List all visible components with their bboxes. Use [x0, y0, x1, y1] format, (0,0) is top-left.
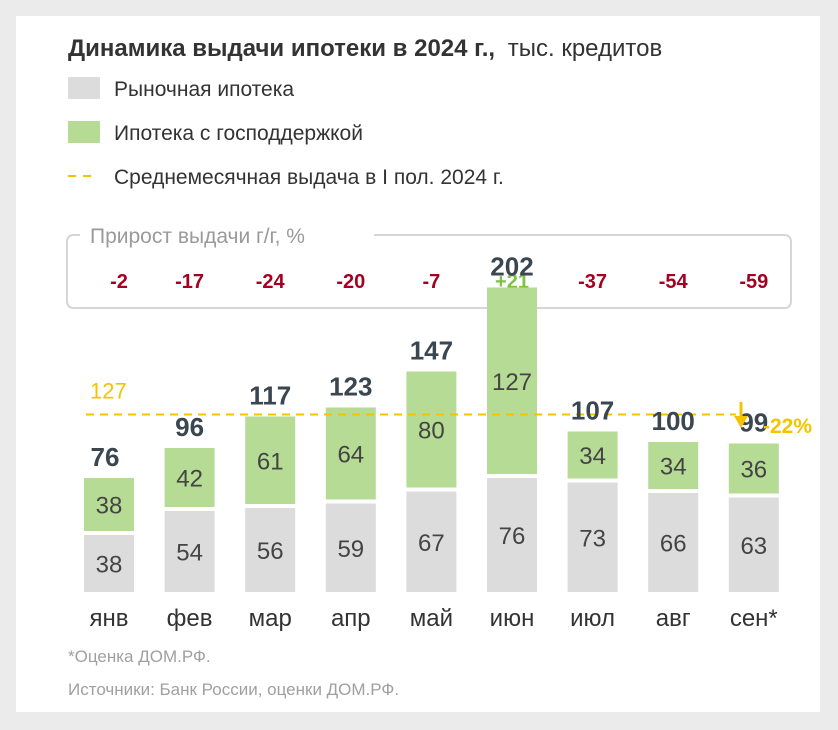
yoy-value: -20 — [336, 271, 365, 293]
x-tick-label: янв — [90, 605, 129, 632]
annotation-label: -22% — [763, 415, 812, 438]
chart-card: Динамика выдачи ипотеки в 2024 г., тыс. … — [16, 16, 820, 712]
bar-market — [245, 508, 296, 592]
x-axis-labels: янв фев мар апр май июн июл авг сен* — [90, 605, 778, 632]
yoy-box: Прирост выдачи г/г, % -2 -17 -24 -20 -7 +21 -3… — [66, 225, 792, 309]
x-tick-label: сен* — [730, 605, 778, 632]
bar-market-label: 67 — [418, 530, 445, 557]
bar-market — [84, 535, 134, 592]
bar-subsidized-label: 34 — [579, 443, 606, 470]
yoy-value: -54 — [659, 271, 689, 293]
average-line-label: 127 — [90, 379, 127, 404]
x-tick-label: апр — [331, 605, 371, 632]
bar-market — [728, 497, 779, 592]
bar-market-label: 54 — [176, 540, 203, 567]
bar-subsidized-label: 38 — [96, 493, 123, 520]
bar-market-label: 56 — [257, 538, 284, 565]
bar-subsidized-label: 36 — [740, 457, 767, 484]
chart-title: Динамика выдачи ипотеки в 2024 г., тыс. … — [68, 35, 662, 62]
bar-total-label: 107 — [571, 396, 614, 426]
bar-market-label: 38 — [96, 552, 123, 579]
bar-market — [648, 493, 699, 592]
yoy-value: -2 — [110, 271, 128, 293]
bar-total-label: 147 — [410, 336, 453, 366]
bar-subsidized — [487, 287, 537, 474]
bar-market-label: 73 — [579, 525, 606, 552]
bar-subsidized — [164, 448, 215, 507]
yoy-value: -37 — [578, 271, 607, 293]
x-tick-label: май — [410, 605, 453, 632]
bar-market-label: 63 — [740, 533, 767, 560]
bar-market — [406, 491, 457, 592]
x-tick-label: июл — [570, 605, 615, 632]
bar-market-label: 66 — [660, 531, 687, 558]
x-tick-label: мар — [249, 605, 292, 632]
chart-title-unit: тыс. кредитов — [508, 35, 662, 62]
decline-annotation: -22% — [734, 402, 812, 438]
x-tick-label: авг — [656, 605, 691, 632]
bar-subsidized — [567, 431, 618, 479]
yoy-box-border — [66, 234, 792, 309]
annotation-arrow-icon — [734, 416, 748, 428]
bar-subsidized — [325, 407, 376, 500]
bar-subsidized — [406, 371, 457, 488]
bar-total-label: 117 — [249, 381, 291, 411]
bar-subsidized-label: 34 — [660, 454, 687, 481]
bar-subsidized-label: 61 — [257, 448, 284, 475]
legend-label-subsidized: Ипотека с господдержкой — [114, 122, 363, 145]
bars: 38 38 54 42 56 61 59 64 67 80 76 127 73 34 66 34 63 36 — [84, 287, 779, 592]
bar-market-label: 59 — [337, 536, 364, 563]
bar-market — [325, 503, 376, 592]
legend: Рыночная ипотека Ипотека с господдержкой… — [68, 77, 504, 189]
bar-total-label: 100 — [652, 406, 695, 436]
bar-total-label: 202 — [490, 252, 533, 282]
source-note: Источники: Банк России, оценки ДОМ.РФ. — [68, 680, 399, 699]
yoy-value: -59 — [739, 271, 768, 293]
bar-market-label: 76 — [499, 523, 526, 550]
bar-subsidized — [648, 442, 699, 489]
x-tick-label: июн — [490, 605, 535, 632]
yoy-value: -17 — [175, 271, 204, 293]
legend-swatch-subsidized — [68, 121, 100, 143]
bar-subsidized-label: 127 — [492, 369, 532, 396]
x-tick-label: фев — [167, 605, 213, 632]
bar-subsidized — [84, 478, 134, 531]
footnote: *Оценка ДОМ.РФ. — [68, 647, 211, 666]
bar-market — [567, 482, 618, 592]
legend-swatch-market — [68, 77, 100, 99]
bar-total-label: 96 — [175, 412, 204, 442]
chart-title-main: Динамика выдачи ипотеки в 2024 г., — [68, 35, 495, 62]
bar-total-label: 76 — [91, 442, 120, 472]
legend-label-market: Рыночная ипотека — [114, 78, 294, 101]
average-line-group: 127 — [86, 379, 736, 416]
legend-label-average: Среднемесячная выдача в I пол. 2024 г. — [114, 166, 504, 189]
bar-subsidized-label: 80 — [418, 418, 445, 445]
chart: Динамика выдачи ипотеки в 2024 г., тыс. … — [66, 35, 812, 699]
bar-subsidized-label: 42 — [176, 466, 203, 493]
bar-total-label: 123 — [329, 372, 372, 402]
bar-subsidized-label: 64 — [337, 442, 364, 469]
yoy-title: Прирост выдачи г/г, % — [90, 225, 305, 248]
yoy-value: -7 — [423, 271, 441, 293]
yoy-values: -2 -17 -24 -20 -7 +21 -37 -54 -59 — [110, 271, 768, 293]
bar-market — [164, 511, 215, 592]
bar-market — [487, 478, 537, 592]
bar-subsidized — [728, 443, 779, 494]
bar-subsidized — [245, 416, 296, 504]
yoy-value: -24 — [256, 271, 286, 293]
